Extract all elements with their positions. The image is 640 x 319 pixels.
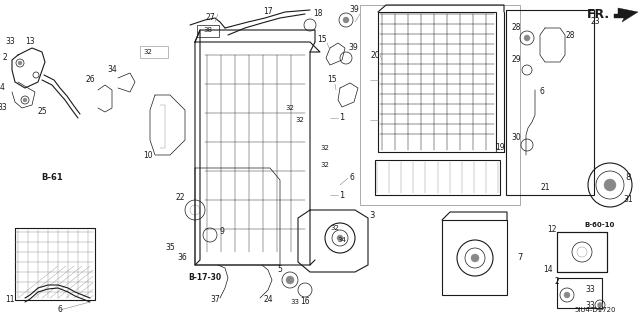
Text: 1: 1 — [339, 114, 344, 122]
Text: 38: 38 — [204, 27, 212, 33]
Text: 23: 23 — [590, 18, 600, 26]
Text: 5IU4-D1720: 5IU4-D1720 — [574, 307, 616, 313]
Text: 33: 33 — [5, 38, 15, 47]
Circle shape — [18, 61, 22, 65]
Bar — [378, 12, 496, 152]
Text: 7: 7 — [517, 254, 523, 263]
Text: 33: 33 — [585, 286, 595, 294]
Text: 28: 28 — [511, 24, 521, 33]
Bar — [557, 232, 607, 272]
Text: 6: 6 — [540, 87, 545, 97]
Text: 11: 11 — [5, 295, 15, 305]
Text: 3: 3 — [369, 211, 374, 219]
Text: 32: 32 — [285, 105, 294, 111]
Text: 4: 4 — [0, 84, 4, 93]
Circle shape — [286, 276, 294, 284]
Text: B-17-30: B-17-30 — [188, 273, 221, 283]
Text: 2: 2 — [3, 54, 8, 63]
Text: 18: 18 — [313, 10, 323, 19]
Text: 16: 16 — [300, 298, 310, 307]
Text: 32: 32 — [321, 162, 330, 168]
Text: 21: 21 — [540, 183, 550, 192]
Text: 35: 35 — [165, 243, 175, 253]
Text: 39: 39 — [349, 5, 359, 14]
Text: 34: 34 — [107, 65, 117, 75]
Circle shape — [598, 302, 602, 308]
Circle shape — [337, 235, 343, 241]
Text: 30: 30 — [511, 133, 521, 143]
Circle shape — [604, 179, 616, 191]
Text: 32: 32 — [143, 49, 152, 55]
Text: 25: 25 — [37, 108, 47, 116]
Text: FR.: FR. — [586, 8, 609, 20]
Text: 33: 33 — [291, 299, 300, 305]
Text: 32: 32 — [331, 225, 339, 231]
Circle shape — [23, 98, 27, 102]
Text: 17: 17 — [263, 8, 273, 17]
Text: B-61: B-61 — [41, 174, 63, 182]
Text: 5: 5 — [278, 265, 282, 275]
Text: 34: 34 — [337, 237, 346, 243]
Circle shape — [524, 35, 530, 41]
Bar — [506, 10, 594, 195]
Text: 26: 26 — [85, 76, 95, 85]
Text: 6: 6 — [58, 306, 63, 315]
Text: 24: 24 — [263, 295, 273, 305]
Text: 36: 36 — [177, 254, 187, 263]
Text: 33: 33 — [0, 103, 7, 113]
Text: 15: 15 — [327, 76, 337, 85]
Text: 1: 1 — [339, 190, 344, 199]
Bar — [442, 220, 507, 295]
Circle shape — [471, 254, 479, 262]
Text: 37: 37 — [210, 295, 220, 305]
Bar — [197, 25, 219, 37]
Bar — [360, 5, 520, 205]
Text: 32: 32 — [296, 117, 305, 123]
Text: 12: 12 — [547, 226, 557, 234]
Text: 13: 13 — [25, 38, 35, 47]
Text: 9: 9 — [220, 227, 225, 236]
Polygon shape — [614, 8, 638, 22]
Text: 19: 19 — [495, 144, 505, 152]
Text: 14: 14 — [543, 265, 553, 275]
Text: 32: 32 — [321, 145, 330, 151]
Text: B-60-10: B-60-10 — [585, 222, 615, 228]
Text: 28: 28 — [565, 31, 575, 40]
Text: 29: 29 — [511, 56, 521, 64]
Circle shape — [564, 292, 570, 298]
Text: 31: 31 — [623, 196, 633, 204]
Bar — [140, 46, 168, 58]
Text: 33: 33 — [585, 300, 595, 309]
Text: 39: 39 — [348, 43, 358, 53]
Text: 8: 8 — [625, 174, 630, 182]
Bar — [375, 160, 500, 195]
Text: 27: 27 — [205, 13, 215, 23]
Bar — [557, 278, 602, 308]
Text: 15: 15 — [317, 35, 327, 44]
Text: 2: 2 — [555, 278, 559, 286]
Text: 22: 22 — [175, 194, 185, 203]
Text: 6: 6 — [349, 174, 355, 182]
Text: 20: 20 — [370, 50, 380, 60]
Text: 10: 10 — [143, 151, 153, 160]
Circle shape — [343, 17, 349, 23]
